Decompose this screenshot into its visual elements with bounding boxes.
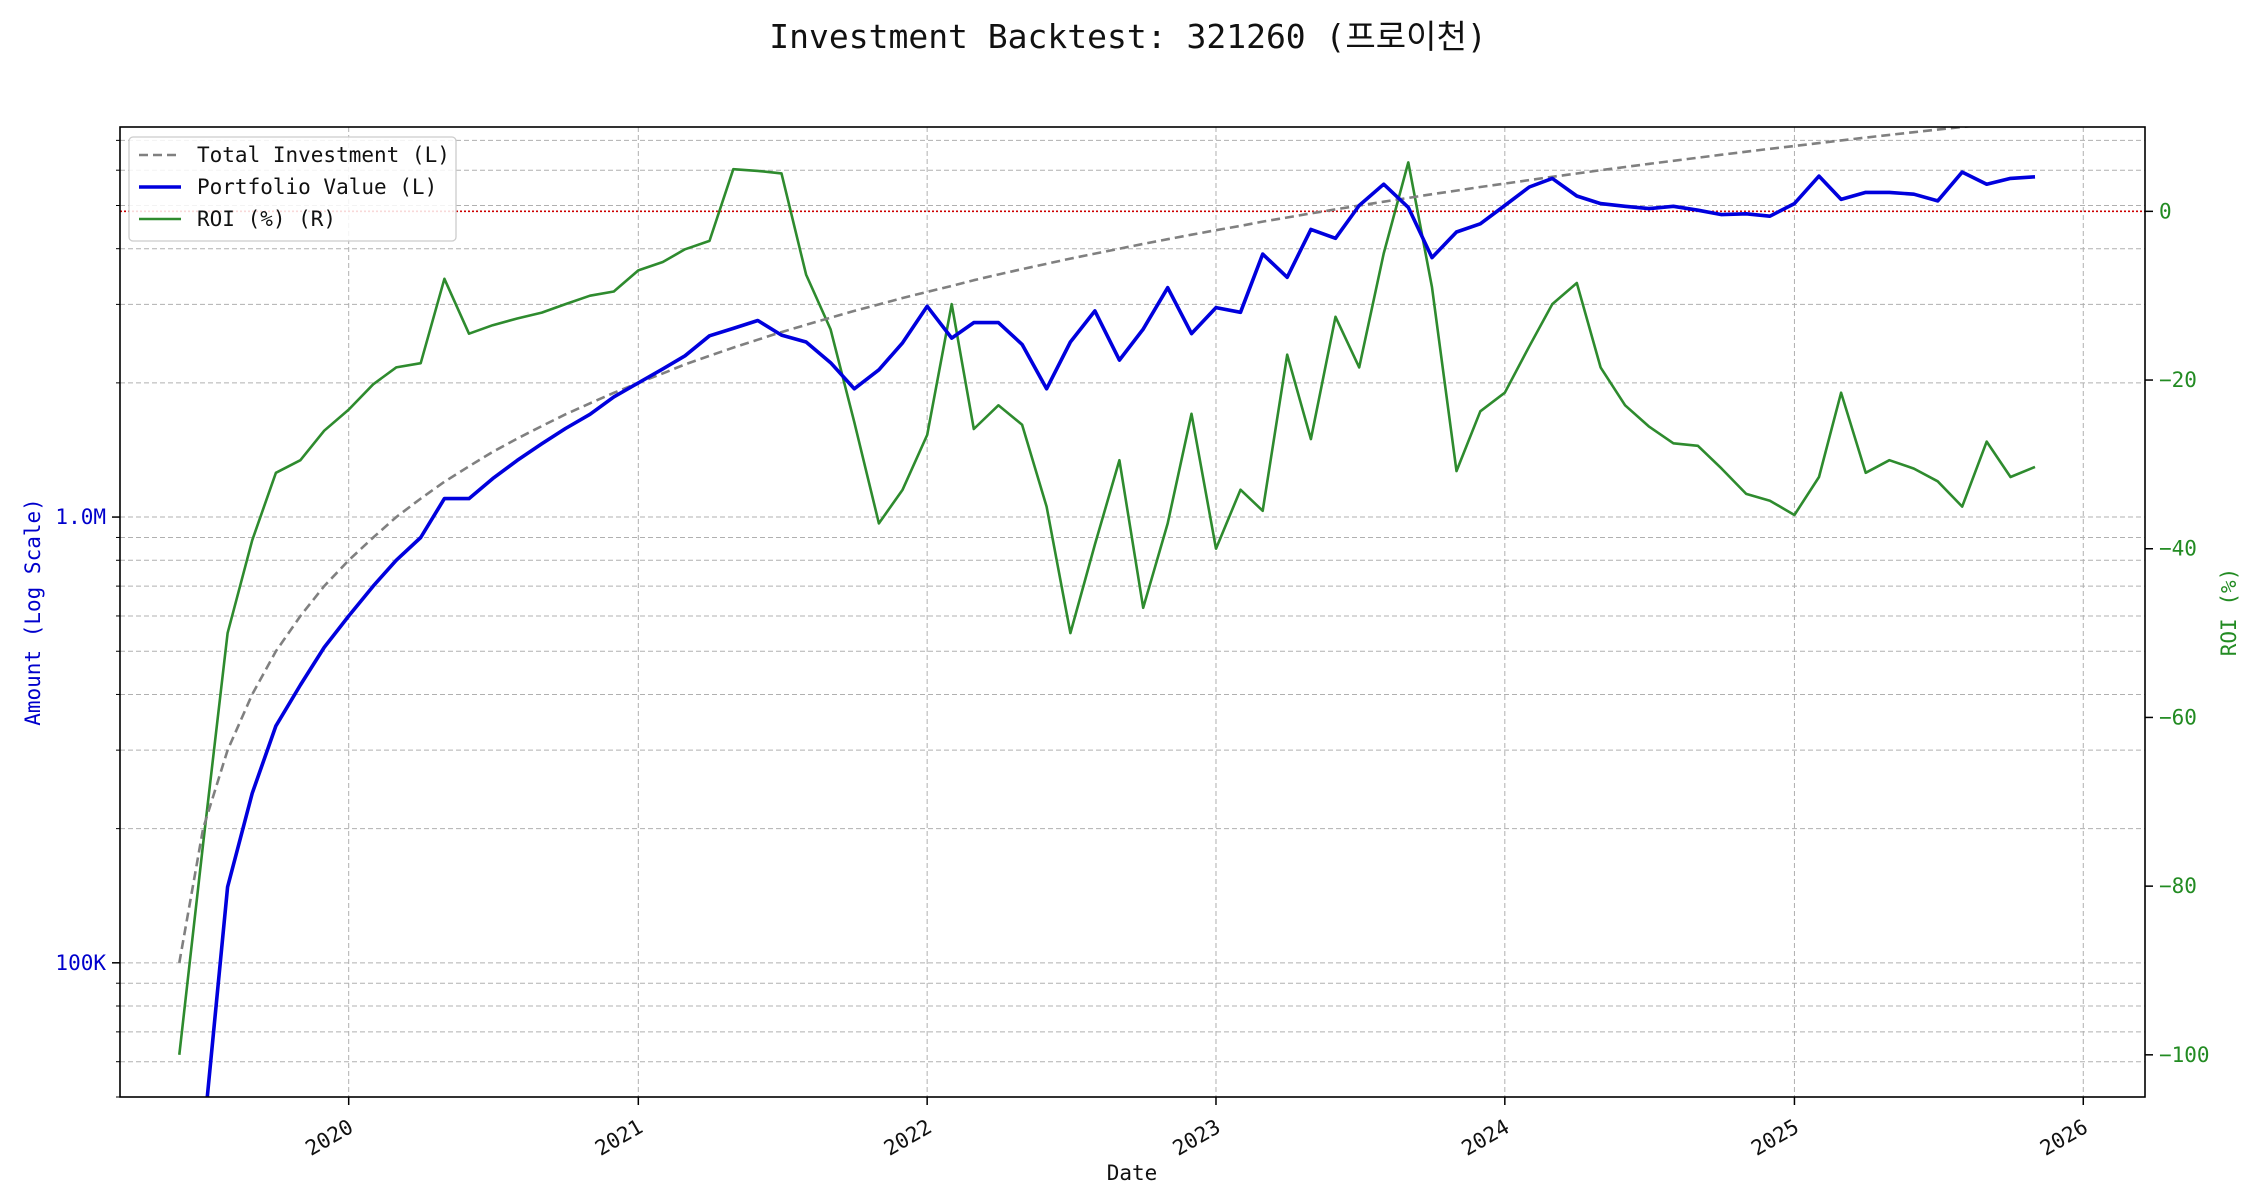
plot-area-frame — [119, 126, 2146, 1098]
x-axis-label: Date — [1107, 1161, 1158, 1185]
series-layer — [178, 127, 2036, 1097]
left-tick-label: 100K — [55, 951, 106, 975]
series-portfolio-value-line — [205, 170, 2036, 1097]
x-tick-label: 2026 — [2036, 1115, 2092, 1161]
x-tick-label: 2024 — [1458, 1115, 1514, 1161]
right-tick-label: −40 — [2159, 537, 2197, 561]
x-tick-label: 2023 — [1169, 1115, 1225, 1161]
grid — [120, 127, 2145, 1098]
left-axis-ticks: 100K 1.0M — [55, 139, 120, 1098]
left-axis-label: Amount (Log Scale) — [21, 498, 45, 726]
x-tick-label: 2022 — [880, 1115, 936, 1161]
left-tick-label: 1.0M — [55, 505, 106, 529]
x-tick-label: 2021 — [591, 1115, 647, 1161]
series-roi-line — [178, 161, 2036, 1055]
right-axis-label: ROI (%) — [2217, 568, 2241, 657]
x-axis-ticks: 2020 2021 2022 2023 2024 2025 2026 — [301, 1097, 2092, 1161]
legend-label: Portfolio Value (L) — [197, 175, 437, 199]
right-tick-label: −80 — [2159, 874, 2197, 898]
chart-title: Investment Backtest: 321260 (프로이천) — [769, 17, 1486, 56]
legend-box — [128, 136, 457, 242]
series-total-investment-line — [178, 127, 1975, 964]
legend-label: Total Investment (L) — [197, 143, 450, 167]
right-tick-label: −100 — [2159, 1043, 2210, 1067]
x-tick-label: 2020 — [301, 1115, 357, 1161]
right-axis-ticks: 0 −20 −40 −60 −80 −100 — [2145, 199, 2210, 1067]
right-tick-label: −20 — [2159, 368, 2197, 392]
legend-label: ROI (%) (R) — [197, 207, 336, 231]
right-tick-label: −60 — [2159, 705, 2197, 729]
right-tick-label: 0 — [2159, 199, 2172, 223]
x-tick-label: 2025 — [1747, 1115, 1803, 1161]
legend: Total Investment (L) Portfolio Value (L) R… — [128, 136, 457, 242]
